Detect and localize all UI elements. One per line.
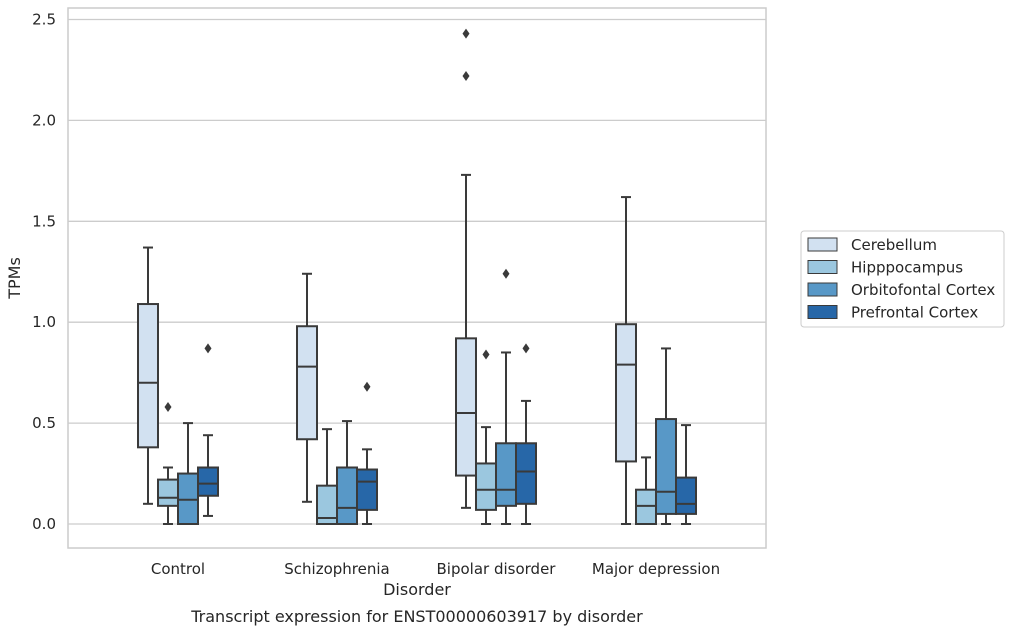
box-hipppocampus bbox=[157, 401, 179, 525]
x-tick-label: Major depression bbox=[592, 560, 720, 578]
legend: Cerebellum Hipppocampus Orbitofontal Corte… bbox=[800, 230, 1005, 328]
iqr-box bbox=[296, 325, 318, 441]
box-prefrontal-cortex bbox=[675, 424, 697, 525]
box-cerebellum bbox=[296, 272, 318, 503]
y-axis-label: TPMs bbox=[5, 257, 24, 300]
legend-label: Orbitofontal Cortex bbox=[851, 281, 995, 299]
box-cerebellum bbox=[455, 28, 477, 509]
x-axis-ticks: Control Schizophrenia Bipolar disorder Majo… bbox=[151, 560, 720, 578]
iqr-box bbox=[475, 462, 497, 511]
y-tick-label: 1.5 bbox=[32, 212, 56, 230]
iqr-box bbox=[495, 442, 517, 507]
x-axis-label: Disorder bbox=[383, 580, 451, 599]
legend-label: Prefrontal Cortex bbox=[851, 304, 978, 322]
box-prefrontal-cortex bbox=[356, 381, 378, 525]
iqr-box bbox=[356, 468, 378, 511]
iqr-box bbox=[515, 442, 537, 505]
outlier-point bbox=[482, 349, 490, 360]
iqr-box bbox=[137, 303, 159, 449]
iqr-box bbox=[177, 472, 199, 525]
legend-label: Hipppocampus bbox=[851, 259, 963, 277]
y-tick-label: 2.0 bbox=[32, 111, 56, 129]
x-tick-label: Control bbox=[151, 560, 205, 578]
outlier-point bbox=[363, 381, 371, 392]
legend-label: Cerebellum bbox=[851, 236, 937, 254]
y-tick-label: 0.0 bbox=[32, 515, 56, 533]
legend-swatch bbox=[807, 237, 838, 252]
outlier-point bbox=[462, 71, 470, 82]
y-tick-label: 2.5 bbox=[32, 11, 56, 29]
outlier-point bbox=[204, 343, 212, 354]
iqr-box bbox=[336, 466, 358, 526]
legend-frame bbox=[800, 230, 1005, 328]
iqr-box bbox=[197, 466, 219, 497]
plot-frame bbox=[67, 7, 767, 549]
iqr-box bbox=[455, 337, 477, 477]
outlier-point bbox=[522, 343, 530, 354]
box-orbitofontal-cortex bbox=[336, 420, 358, 526]
iqr-box bbox=[615, 323, 637, 463]
iqr-box bbox=[655, 418, 677, 515]
legend-swatch bbox=[807, 305, 838, 319]
iqr-box bbox=[675, 476, 697, 515]
box-hipppocampus bbox=[316, 428, 338, 525]
box-orbitofontal-cortex bbox=[655, 347, 677, 525]
y-tick-label: 1.0 bbox=[32, 313, 56, 331]
y-axis-ticks: 0.0 0.5 1.0 1.5 2.0 2.5 bbox=[32, 11, 56, 534]
chart-caption: Transcript expression for ENST0000060391… bbox=[190, 607, 643, 626]
iqr-box bbox=[157, 478, 179, 507]
box-hipppocampus bbox=[475, 349, 497, 525]
outlier-point bbox=[164, 401, 172, 412]
outlier-point bbox=[502, 268, 510, 279]
box-prefrontal-cortex bbox=[197, 343, 219, 517]
iqr-box bbox=[635, 488, 657, 525]
legend-swatch bbox=[807, 260, 838, 274]
box-series bbox=[137, 28, 697, 526]
box-cerebellum bbox=[615, 196, 637, 525]
legend-swatch bbox=[807, 282, 838, 297]
box-hipppocampus bbox=[635, 456, 657, 525]
box-prefrontal-cortex bbox=[515, 343, 537, 525]
x-tick-label: Bipolar disorder bbox=[437, 560, 557, 578]
x-tick-label: Schizophrenia bbox=[284, 560, 389, 578]
box-orbitofontal-cortex bbox=[177, 422, 199, 525]
box-cerebellum bbox=[137, 246, 159, 505]
box-orbitofontal-cortex bbox=[495, 268, 517, 525]
y-tick-label: 0.5 bbox=[32, 414, 56, 432]
outlier-point bbox=[462, 28, 470, 39]
